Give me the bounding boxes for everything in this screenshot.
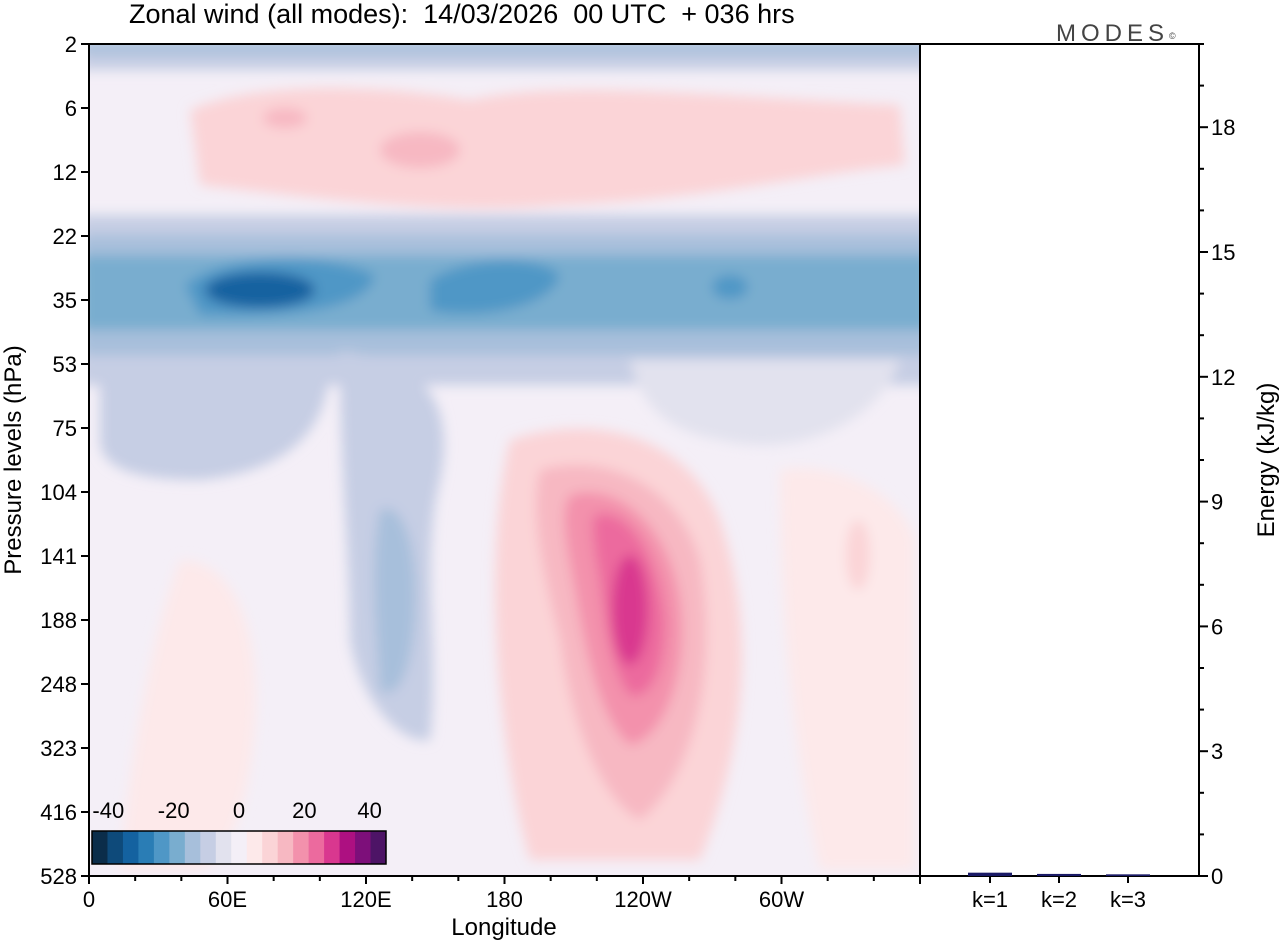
y-tick-label: 188 (40, 608, 77, 633)
y-tick-label: 6 (65, 96, 77, 121)
field-east-westerly-core (846, 520, 870, 590)
colorbar-swatch (231, 831, 248, 864)
energy-tick-label: 12 (1211, 365, 1235, 390)
x-tick-label: 0 (83, 887, 95, 912)
colorbar-swatch (200, 831, 217, 864)
colorbar-swatch (355, 831, 372, 864)
field-strat-westerly (190, 88, 905, 209)
energy-axis-label: Energy (kJ/kg) (1253, 383, 1280, 538)
y-tick-label: 528 (40, 864, 77, 889)
chart-title: Zonal wind (all modes): 14/03/2026 00 UT… (129, 0, 795, 29)
energy-tick-label: 15 (1211, 240, 1235, 265)
colorbar-swatch (308, 831, 325, 864)
colorbar-swatch (138, 831, 155, 864)
brand-logo: MODES© (1056, 20, 1176, 48)
field-westerly-max (612, 555, 648, 665)
field-strat-core-2 (263, 108, 307, 128)
colorbar-swatch (339, 831, 356, 864)
energy-tick-label: 18 (1211, 115, 1235, 140)
colorbar-tick-label: 20 (292, 798, 316, 823)
colorbar-swatch (153, 831, 170, 864)
colorbar-swatch (277, 831, 294, 864)
colorbar-swatch (246, 831, 263, 864)
colorbar-swatch (370, 831, 387, 864)
y-tick-label: 416 (40, 800, 77, 825)
y-tick-label: 323 (40, 736, 77, 761)
x-axis-label: Longitude (451, 914, 556, 941)
energy-tick-label: 9 (1211, 490, 1223, 515)
x-tick-label: 60W (759, 887, 804, 912)
brand-name: MODES (1056, 20, 1170, 47)
x-tick-label: 120W (614, 887, 672, 912)
colorbar-tick-label: -40 (92, 798, 124, 823)
bar-category-label: k=2 (1041, 887, 1077, 912)
field-strat-core (380, 132, 460, 168)
colorbar-tick-label: 0 (233, 798, 245, 823)
energy-panel-frame (919, 43, 1200, 877)
colorbar-swatch (169, 831, 186, 864)
copyright-mark: © (1169, 31, 1176, 41)
energy-bar (968, 872, 1012, 876)
energy-bars: k=1 k=2 k=3 (968, 872, 1150, 912)
colorbar-swatch (215, 831, 232, 864)
field-mid-easterly-2 (374, 508, 416, 693)
y-tick-label: 75 (53, 416, 77, 441)
colorbar: -40 -20 0 20 40 (91, 798, 387, 865)
colorbar-swatch (184, 831, 201, 864)
x-tick-label: 120E (340, 887, 391, 912)
field-band-top-core (89, 44, 920, 54)
heatmap-field (89, 44, 920, 876)
pressure-axis: 2 6 12 22 35 53 75 104 141 188 248 323 416 528 (40, 32, 89, 889)
field-mid-easterly-4 (630, 360, 900, 446)
colorbar-tick-label: 40 (357, 798, 381, 823)
y-tick-label: 2 (65, 32, 77, 57)
field-east-westerly (780, 468, 915, 870)
field-easterly-jet-2 (430, 260, 560, 314)
colorbar-tick-label: -20 (158, 798, 190, 823)
energy-bar (1106, 874, 1150, 876)
energy-tick-label: 0 (1211, 864, 1223, 889)
x-tick-label: 60E (208, 887, 247, 912)
colorbar-swatch (262, 831, 279, 864)
longitude-axis: 0 60E 120E 180 120W 60W (83, 876, 921, 912)
colorbar-swatch (293, 831, 310, 864)
y-tick-label: 35 (53, 288, 77, 313)
bar-category-label: k=1 (972, 887, 1008, 912)
field-easterly-core-2 (712, 275, 748, 299)
y-tick-label: 104 (40, 480, 77, 505)
energy-bar (1037, 873, 1081, 876)
energy-tick-label: 3 (1211, 739, 1223, 764)
y-tick-label: 141 (40, 544, 77, 569)
colorbar-swatch (324, 831, 341, 864)
field-easterly-core (205, 272, 315, 308)
y-tick-label: 12 (53, 160, 77, 185)
y-tick-label: 248 (40, 672, 77, 697)
x-tick-label: 180 (486, 887, 523, 912)
energy-axis: 0 3 6 9 12 15 18 (1199, 43, 1235, 889)
field-lower-west (120, 560, 256, 870)
colorbar-swatch (107, 831, 124, 864)
y-axis-label: Pressure levels (hPa) (0, 345, 27, 574)
field-mid-easterly-3 (100, 360, 330, 480)
y-tick-label: 22 (53, 224, 77, 249)
colorbar-swatch (122, 831, 139, 864)
colorbar-swatch (92, 831, 108, 864)
bar-category-label: k=3 (1110, 887, 1146, 912)
energy-tick-label: 6 (1211, 614, 1223, 639)
colorbar-frame (91, 830, 387, 865)
y-tick-label: 53 (53, 352, 77, 377)
